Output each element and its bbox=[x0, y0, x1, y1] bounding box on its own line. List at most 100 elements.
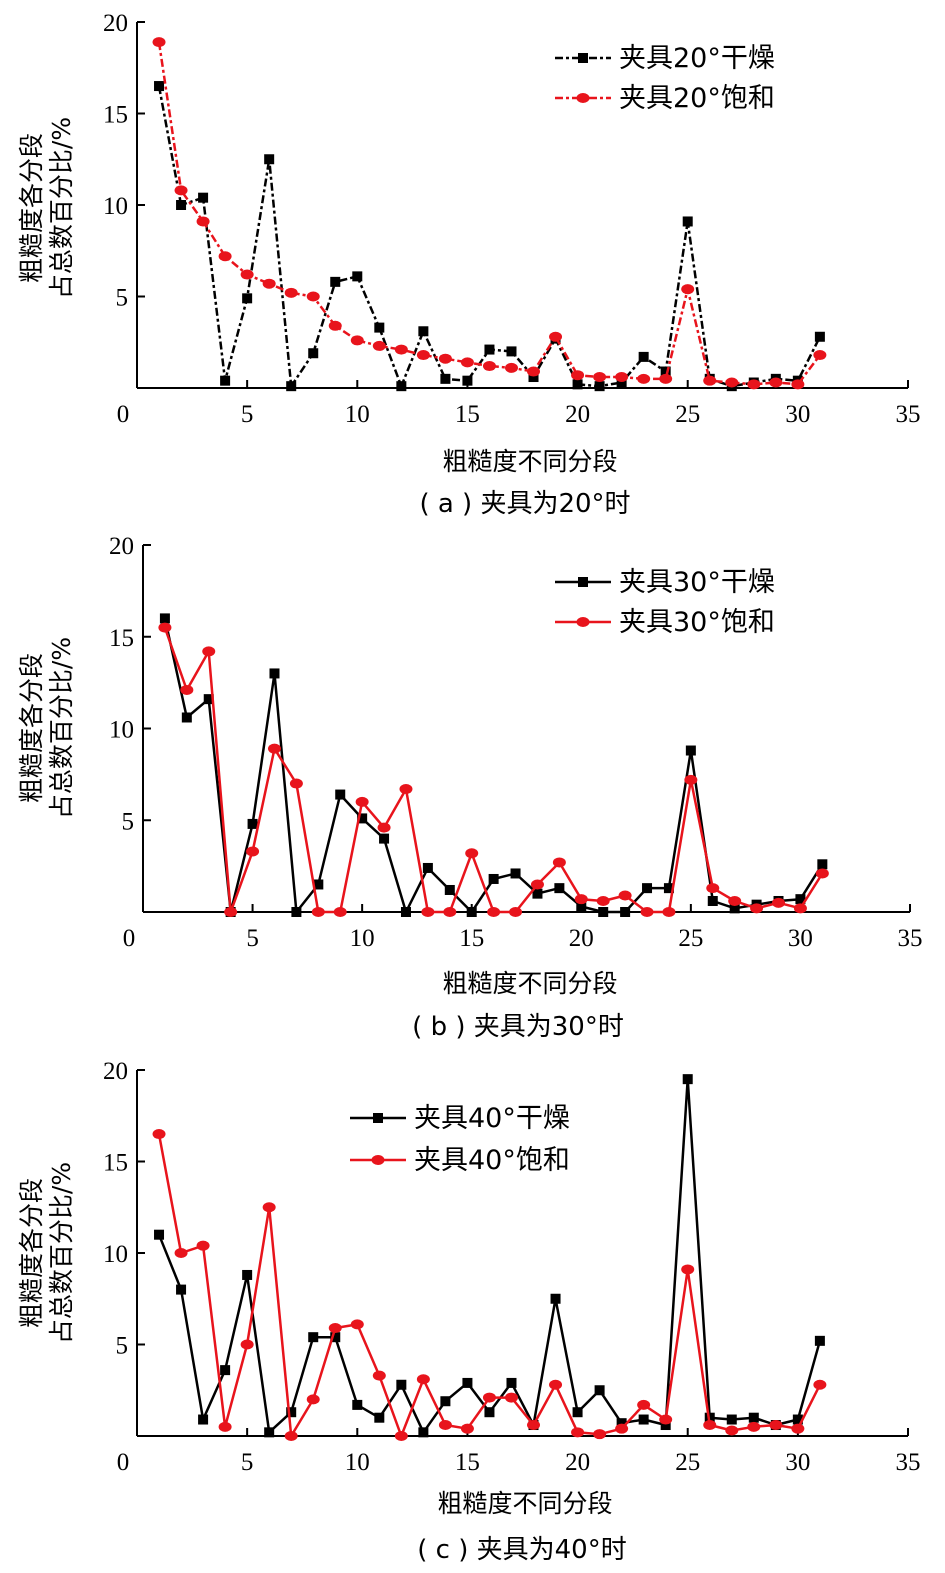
x-tick-label: 25 bbox=[675, 401, 700, 428]
data-point bbox=[681, 284, 695, 295]
data-point bbox=[352, 271, 363, 282]
ylabel-line1: 粗糙度各分段 bbox=[17, 1178, 46, 1328]
data-point bbox=[218, 1421, 232, 1432]
data-point bbox=[504, 1392, 518, 1403]
panel-caption: ( b ) 夹具为30°时 bbox=[412, 1012, 624, 1042]
x-tick-label: 5 bbox=[241, 401, 254, 428]
legend-label: 夹具20°干燥 bbox=[619, 43, 775, 74]
ylabel-line2: 占总数百分比/% bbox=[47, 637, 76, 819]
data-point bbox=[198, 1414, 209, 1425]
data-point bbox=[460, 357, 474, 368]
data-point bbox=[660, 366, 671, 377]
data-point bbox=[174, 185, 188, 196]
data-point bbox=[372, 1370, 386, 1381]
data-point bbox=[440, 1396, 451, 1407]
data-point bbox=[682, 1074, 693, 1085]
data-point bbox=[549, 1379, 563, 1390]
panel-a: 粗糙度各分段 占总数百分比/% 粗糙度不同分段 ( a ) 夹具为20°时 5 1… bbox=[17, 10, 921, 519]
data-point bbox=[615, 1423, 629, 1434]
data-point bbox=[394, 1431, 408, 1441]
data-point bbox=[202, 646, 216, 657]
series-line bbox=[157, 1133, 822, 1438]
data-point bbox=[159, 613, 170, 624]
data-point bbox=[399, 784, 413, 795]
data-point bbox=[313, 879, 324, 890]
x-tick-label: 20 bbox=[569, 925, 594, 952]
x-tick-label: 30 bbox=[785, 1449, 810, 1476]
data-point bbox=[532, 888, 543, 899]
data-point bbox=[154, 81, 165, 92]
data-point bbox=[203, 694, 214, 705]
data-point bbox=[352, 1399, 363, 1410]
data-point bbox=[729, 903, 740, 914]
data-point bbox=[242, 293, 253, 304]
data-point bbox=[220, 1365, 231, 1376]
x-tick-label: 35 bbox=[898, 925, 923, 952]
data-point bbox=[416, 350, 430, 361]
data-point bbox=[817, 859, 828, 870]
series-line bbox=[163, 627, 824, 914]
data-point bbox=[815, 868, 829, 879]
data-point bbox=[527, 1420, 541, 1431]
data-point bbox=[291, 907, 302, 917]
data-point bbox=[308, 1332, 319, 1343]
data-point bbox=[246, 846, 260, 857]
data-point bbox=[637, 373, 651, 384]
data-point bbox=[311, 907, 325, 917]
data-point bbox=[240, 269, 254, 280]
data-point bbox=[400, 907, 411, 917]
data-point bbox=[487, 907, 501, 917]
data-point bbox=[465, 848, 479, 859]
data-point bbox=[196, 1240, 210, 1251]
data-point bbox=[747, 379, 761, 390]
ylabel-line2: 占总数百分比/% bbox=[47, 1162, 76, 1344]
data-point bbox=[549, 331, 563, 342]
data-point bbox=[574, 894, 588, 905]
x-tick-label: 0 bbox=[117, 1449, 130, 1476]
data-point bbox=[440, 373, 451, 384]
data-point bbox=[681, 1264, 695, 1275]
panel-c: 粗糙度各分段 占总数百分比/% 粗糙度不同分段 ( c ) 夹具为40°时 5 1… bbox=[17, 1058, 921, 1565]
x-tick-label: 25 bbox=[675, 1449, 700, 1476]
data-point bbox=[552, 857, 566, 868]
x-tick-label: 35 bbox=[896, 1449, 921, 1476]
data-point bbox=[659, 373, 673, 384]
data-point bbox=[594, 1385, 605, 1396]
data-point bbox=[660, 1420, 671, 1431]
data-point bbox=[289, 778, 303, 789]
data-point bbox=[504, 362, 518, 373]
data-point bbox=[725, 1425, 739, 1436]
legend-marker bbox=[578, 53, 588, 63]
data-point bbox=[642, 883, 653, 894]
data-point bbox=[286, 381, 297, 392]
data-point bbox=[262, 278, 276, 289]
y-tick-label: 20 bbox=[103, 10, 128, 37]
legend-label: 夹具20°饱和 bbox=[619, 83, 775, 114]
data-point bbox=[615, 372, 629, 383]
data-point bbox=[350, 335, 364, 346]
data-point bbox=[462, 375, 473, 386]
legend-marker bbox=[373, 1113, 383, 1123]
data-point bbox=[418, 326, 429, 337]
data-point bbox=[306, 291, 320, 302]
data-point bbox=[438, 1420, 452, 1431]
data-point bbox=[747, 1421, 761, 1432]
data-point bbox=[703, 1420, 717, 1431]
x-tick-label: 35 bbox=[896, 401, 921, 428]
data-point bbox=[335, 789, 346, 800]
y-tick-label: 20 bbox=[103, 1058, 128, 1085]
data-point bbox=[750, 903, 764, 914]
x-axis-title: 粗糙度不同分段 bbox=[437, 1489, 612, 1518]
data-point bbox=[154, 1229, 165, 1240]
data-point bbox=[396, 1379, 407, 1390]
ylabel-line2: 占总数百分比/% bbox=[47, 117, 76, 299]
legend-label: 夹具40°干燥 bbox=[414, 1103, 570, 1134]
ylabel-line1: 粗糙度各分段 bbox=[17, 133, 46, 283]
data-point bbox=[484, 344, 495, 355]
data-point bbox=[728, 895, 742, 906]
x-tick-label: 20 bbox=[565, 401, 590, 428]
y-tick-label: 20 bbox=[109, 533, 134, 560]
data-point bbox=[594, 381, 605, 392]
x-tick-label: 10 bbox=[345, 1449, 370, 1476]
